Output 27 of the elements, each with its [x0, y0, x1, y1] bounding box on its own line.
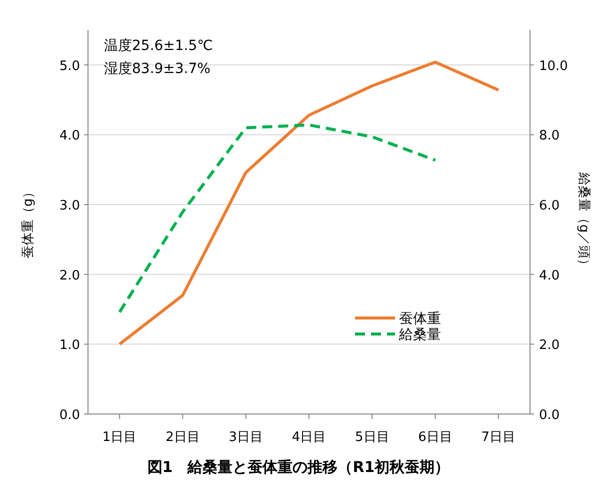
y-tick-label: 0.0	[59, 408, 80, 423]
x-tick-label: 2日目	[166, 430, 200, 445]
y2-axis-title: 給桑量（g／頭）	[576, 171, 591, 272]
y-tick-label: 4.0	[59, 128, 80, 144]
x-tick-label: 1日目	[102, 430, 137, 445]
x-tick-label: 3日目	[228, 430, 263, 445]
y2-tick-label: 6.0	[539, 198, 560, 214]
line-series	[118, 60, 500, 346]
y-tick-label: 1.0	[59, 338, 80, 354]
y2-tick-label: 10.0	[539, 58, 568, 74]
y-tick-label: 5.0	[59, 58, 80, 74]
y2-tick-label: 2.0	[539, 338, 560, 354]
annotation: 湿度83.9±3.7%	[104, 61, 210, 77]
y-tick-label: 3.0	[59, 198, 80, 214]
x-tick-label: 7日目	[481, 430, 516, 445]
legend-label: 蚕体重	[399, 311, 441, 327]
text: 図1 給桑量と蚕体重の推移（R1初秋蚕期）	[147, 458, 450, 476]
y2-tick-label: 0.0	[539, 408, 560, 423]
x-tick-label: 6日目	[418, 430, 452, 445]
annotation: 温度25.6±1.5℃	[104, 38, 213, 54]
y2-tick-label: 8.0	[539, 128, 560, 144]
x-tick-label: 5日目	[355, 430, 390, 445]
y2-tick-label: 4.0	[539, 268, 560, 284]
legend-label: 給桑量	[398, 327, 441, 343]
y-tick-label: 2.0	[59, 268, 80, 284]
x-tick-label: 4日目	[292, 430, 326, 445]
y-axis-title: 蚕体重（g）	[21, 185, 36, 259]
